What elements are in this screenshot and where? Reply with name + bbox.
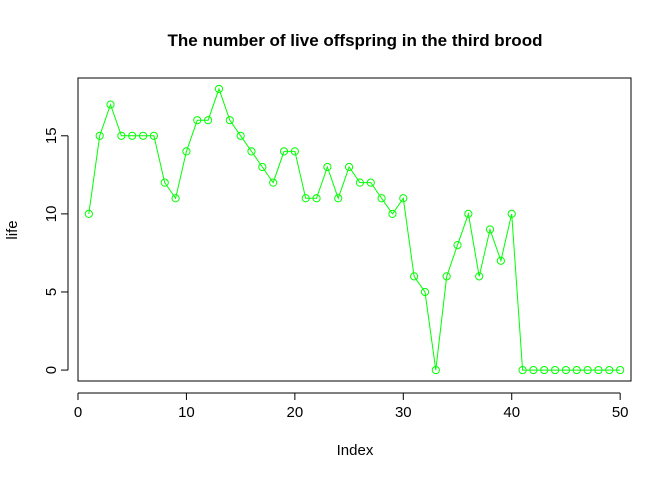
data-point [540,365,549,375]
data-point [323,162,332,172]
data-point [193,116,202,125]
data-point [279,147,289,156]
data-point [431,365,440,375]
data-point [84,209,93,218]
data-point [160,178,169,187]
data-point [149,131,159,140]
data-point [485,225,495,234]
data-point [399,194,408,203]
data-point [138,131,148,140]
data-point [204,116,213,125]
data-point [410,272,419,281]
data-point [594,365,603,375]
data-point [475,272,484,281]
data-point [605,365,614,375]
data-point [247,147,256,156]
y-tick-label: 5 [43,288,60,296]
data-point [507,209,516,218]
data-point [561,365,571,375]
data-point [258,162,267,172]
data-point [171,194,180,203]
data-point [95,131,104,140]
data-point [420,287,430,297]
x-tick-label: 0 [74,404,82,421]
data-point [550,365,560,375]
y-axis: 0 5 10 15 [43,127,69,374]
data-point [182,147,191,156]
data-point [518,365,527,375]
data-point [616,365,625,375]
y-tick-label: 10 [43,206,60,223]
data-point [290,147,299,156]
data-point [529,365,538,375]
series-life [84,84,625,375]
data-point [442,272,451,281]
chart-title: The number of live offspring in the thir… [168,31,543,50]
y-tick-label: 0 [43,366,60,374]
x-tick-label: 50 [612,404,629,421]
data-point [464,209,473,218]
x-tick-label: 20 [287,404,304,421]
data-point [117,131,126,140]
data-point [388,209,397,218]
data-point [225,116,234,125]
data-point [355,178,365,187]
data-point [236,131,245,140]
x-tick-label: 10 [178,404,195,421]
x-axis-label: Index [337,442,374,459]
x-tick-label: 40 [503,404,520,421]
data-point [583,365,592,375]
y-axis-label: life [4,220,21,239]
data-point [366,178,375,187]
data-point [301,194,310,203]
data-point [106,100,115,109]
data-point [453,241,462,250]
data-point [496,256,505,265]
series-line [88,87,621,371]
data-point [377,194,386,203]
x-axis: 0 10 20 30 40 50 [74,392,629,421]
data-point [344,162,354,172]
data-point [214,84,224,94]
data-point [572,365,581,375]
data-point [312,194,321,203]
x-tick-label: 30 [395,404,412,421]
plot-frame [77,77,632,382]
data-point [269,178,278,187]
y-tick-label: 15 [43,127,60,144]
data-point [128,131,137,140]
data-point [334,194,343,203]
